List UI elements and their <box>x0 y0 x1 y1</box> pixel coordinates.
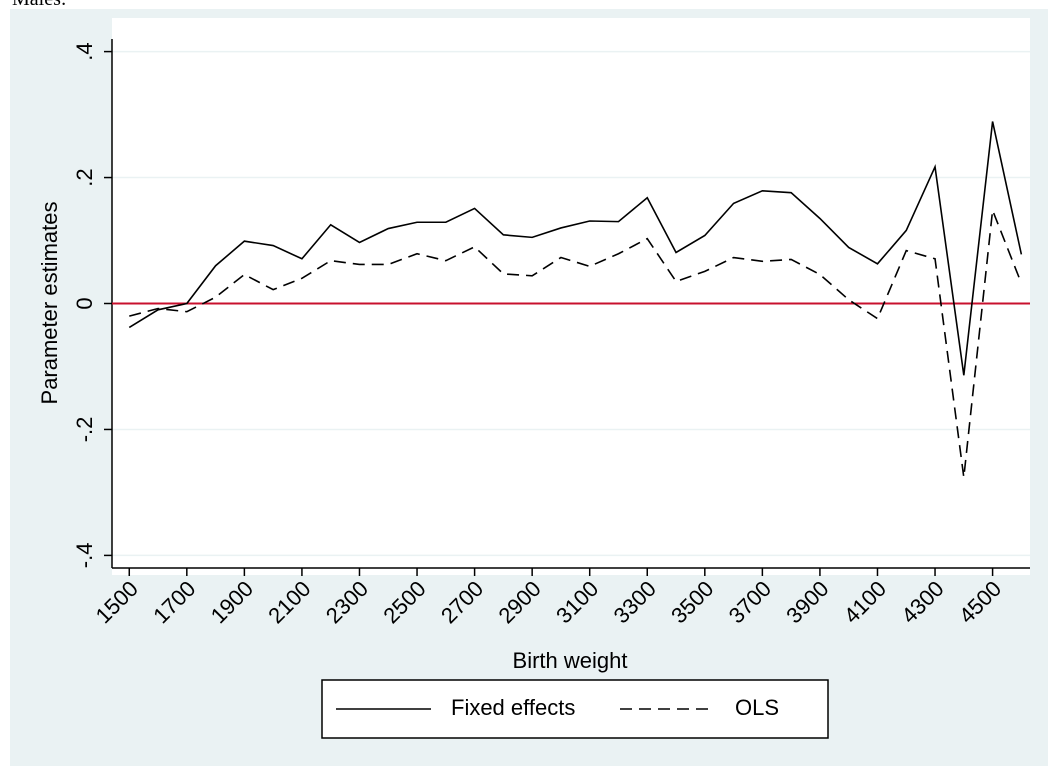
x-axis-title: Birth weight <box>513 648 628 673</box>
legend-label: Fixed effects <box>451 695 575 720</box>
series-line <box>129 210 1023 478</box>
y-tick-label: -.2 <box>72 417 97 443</box>
legend-label: OLS <box>735 695 779 720</box>
y-tick-label: -.4 <box>72 543 97 569</box>
y-tick-label: 0 <box>72 297 97 309</box>
series-line <box>128 121 1023 376</box>
y-axis-title: Parameter estimates <box>37 202 62 405</box>
plot-area <box>112 18 1030 575</box>
y-tick-label: .2 <box>72 168 97 186</box>
y-tick-label: .4 <box>72 42 97 60</box>
chart-title: Males: <box>12 0 66 10</box>
